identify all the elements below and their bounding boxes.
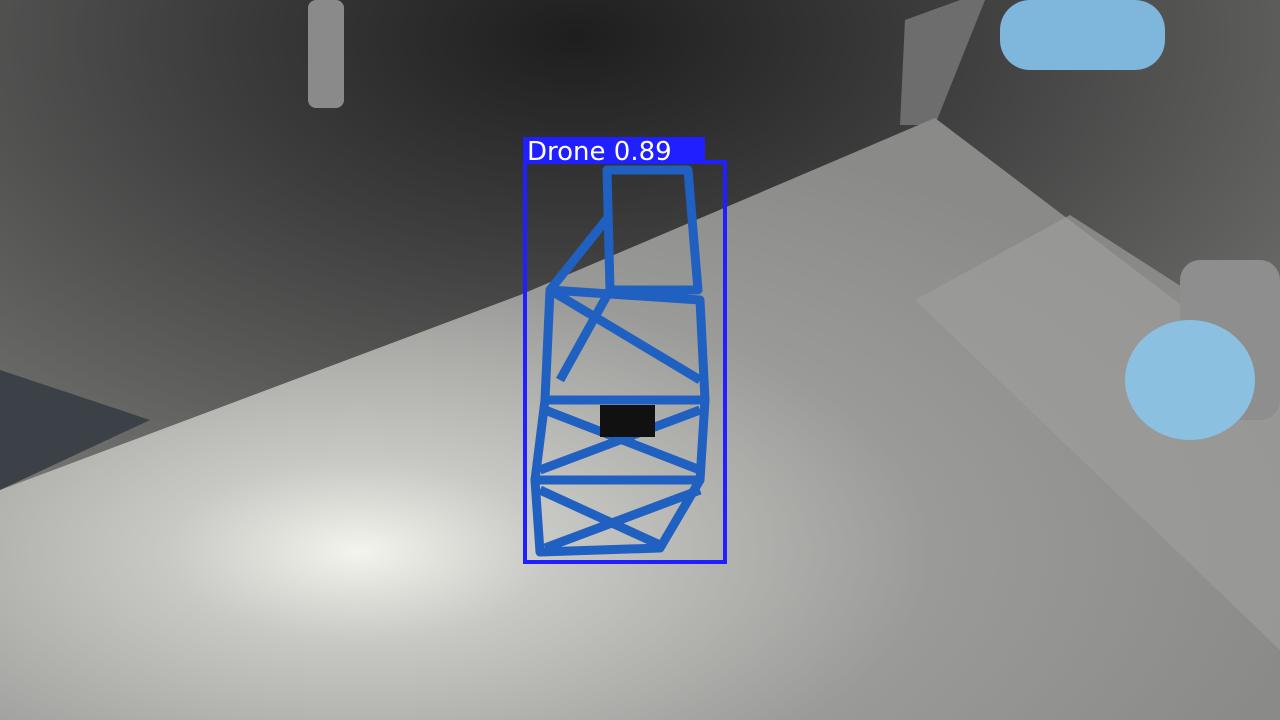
robot-cap-2: [1125, 320, 1255, 440]
detection-label-bg: [523, 137, 705, 164]
class-name: Drone: [527, 137, 606, 167]
arm-base: [900, 0, 985, 125]
table-leg: [308, 0, 344, 108]
detection-label: Drone 0.89: [527, 137, 672, 167]
marker: [600, 405, 655, 437]
chair: [0, 370, 150, 490]
robot-cap: [1000, 0, 1165, 70]
confidence: 0.89: [614, 137, 672, 167]
drone-frame: [530, 165, 710, 557]
